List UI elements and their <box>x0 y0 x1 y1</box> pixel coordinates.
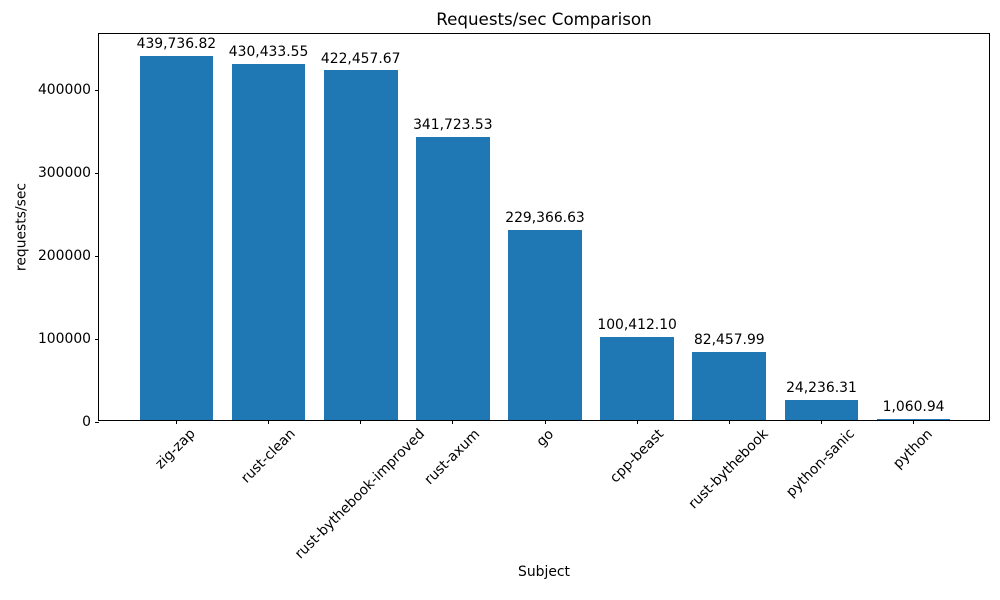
x-tick-mark <box>820 420 822 424</box>
plot-area: 439,736.82 430,433.55 422,457.67 341,723.53… <box>38 33 990 562</box>
y-tick-label: 100000 <box>37 330 91 347</box>
ticks-layer: zig-zap rust-clean rust-bythebook-improved… <box>38 34 989 562</box>
y-tick-label: 300000 <box>37 165 91 182</box>
x-tick-label: go <box>533 425 557 450</box>
y-tick-label: 400000 <box>37 82 91 99</box>
x-tick-label: rust-axum <box>421 425 484 488</box>
bar-value-label: 100,412.10 <box>597 317 677 334</box>
x-tick-label: rust-bythebook-improved <box>292 426 429 563</box>
x-axis-label: Subject <box>518 564 570 580</box>
chart-title: Requests/sec Comparison <box>436 9 652 29</box>
x-tick-label: rust-bythebook <box>685 426 772 513</box>
bar-value-label: 229,366.63 <box>505 210 585 227</box>
x-tick-label: python-sanic <box>783 426 859 501</box>
bar-value-label: 422,457.67 <box>320 50 401 67</box>
y-tick-mark <box>94 173 99 175</box>
x-tick-label: zig-zap <box>152 426 200 473</box>
bar-value-label: 82,457.99 <box>693 332 765 349</box>
bar-zig-zap <box>139 55 214 420</box>
x-tick-label: cpp-beast <box>606 426 667 487</box>
x-tick-mark <box>913 420 915 424</box>
y-tick-label: 0 <box>82 413 91 430</box>
bar-value-label: 430,433.55 <box>228 43 309 60</box>
bar-cpp-beast <box>600 336 674 420</box>
bar-rust-bythebook-improved <box>323 70 398 420</box>
x-tick-label: python <box>890 426 936 472</box>
y-axis-label: requests/sec <box>13 182 30 272</box>
y-tick-label: 200000 <box>37 247 91 264</box>
bar-value-label: 439,736.82 <box>136 36 217 53</box>
y-tick-mark <box>94 421 99 423</box>
y-tick-mark <box>94 338 99 340</box>
x-tick-mark <box>544 420 546 424</box>
bar-python-sanic <box>784 399 859 420</box>
x-tick-mark <box>175 420 177 424</box>
bar-rust-axum <box>415 137 490 420</box>
bar-value-label: 1,060.94 <box>882 399 945 416</box>
x-tick-mark <box>636 420 638 424</box>
y-tick-mark <box>94 255 99 257</box>
bars-layer: 439,736.82 430,433.55 422,457.67 341,723.53… <box>99 34 989 420</box>
x-tick-mark <box>360 420 362 424</box>
bar-value-label: 24,236.31 <box>786 380 857 397</box>
bar-python <box>876 419 951 420</box>
x-tick-mark <box>728 420 730 424</box>
x-tick-mark <box>452 420 454 424</box>
x-tick-label: rust-clean <box>237 426 299 487</box>
x-tick-mark <box>268 420 270 424</box>
bar-rust-bythebook <box>692 351 767 420</box>
bar-go <box>508 230 582 420</box>
bar-rust-clean <box>231 63 306 420</box>
y-tick-mark <box>94 90 99 92</box>
bar-value-label: 341,723.53 <box>413 117 493 134</box>
